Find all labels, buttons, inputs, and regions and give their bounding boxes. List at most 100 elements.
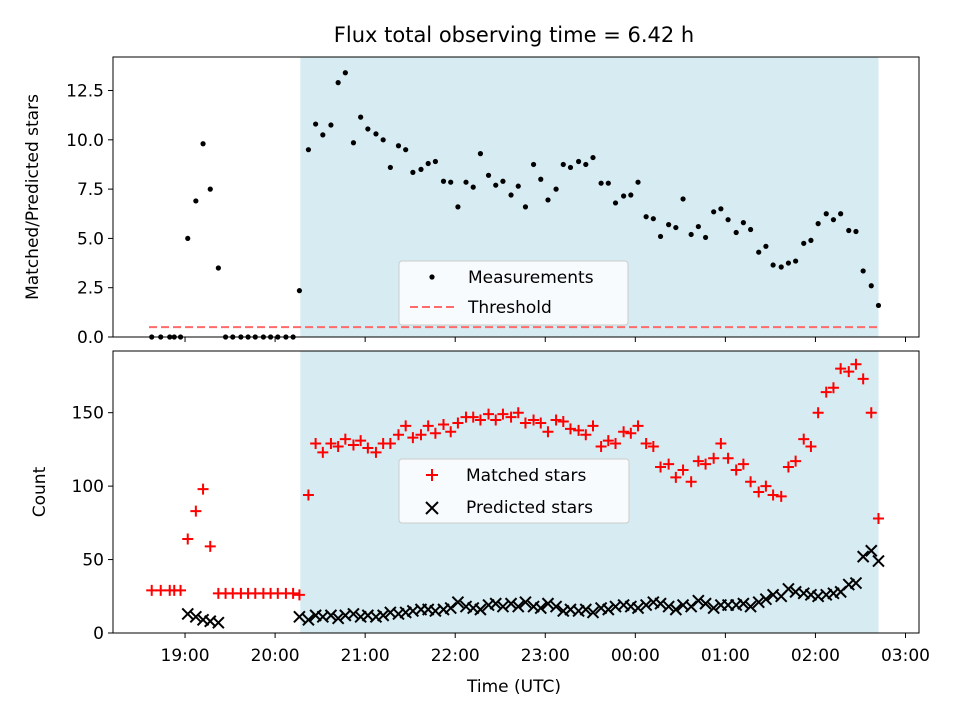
top-y-tick-label: 0.0 bbox=[77, 328, 104, 348]
measurement-point bbox=[801, 240, 807, 246]
predicted-point bbox=[872, 554, 885, 568]
matched-point bbox=[730, 464, 742, 476]
matched-point bbox=[722, 452, 734, 464]
matched-point bbox=[407, 432, 419, 444]
matched-point bbox=[190, 505, 202, 517]
measurement-points bbox=[149, 70, 882, 340]
measurement-point bbox=[666, 222, 672, 228]
matched-point bbox=[798, 433, 810, 445]
measurement-point bbox=[711, 209, 717, 215]
measurement-point bbox=[785, 260, 792, 266]
predicted-point bbox=[662, 600, 675, 613]
top-x-ticks bbox=[184, 337, 906, 342]
predicted-point bbox=[512, 600, 525, 613]
measurement-point bbox=[215, 265, 221, 271]
matched-point bbox=[805, 440, 817, 452]
predicted-point bbox=[302, 613, 315, 626]
legend-predicted-marker bbox=[425, 501, 439, 515]
matched-point bbox=[370, 446, 382, 458]
bottom-legend-box bbox=[398, 458, 630, 524]
matched-point bbox=[535, 417, 547, 429]
predicted-point bbox=[692, 594, 705, 607]
measurement-point bbox=[418, 166, 424, 172]
matched-point bbox=[685, 476, 697, 488]
predicted-point bbox=[737, 597, 750, 610]
predicted-point bbox=[212, 616, 225, 629]
measurement-point bbox=[830, 217, 837, 223]
measurement-point bbox=[358, 114, 364, 120]
predicted-point bbox=[181, 607, 194, 621]
predicted-point bbox=[669, 603, 683, 616]
matched-point bbox=[512, 407, 524, 419]
x-tick-label: 01:00 bbox=[701, 646, 750, 666]
predicted-point bbox=[849, 576, 863, 590]
predicted-point bbox=[451, 595, 465, 609]
measurement-point bbox=[853, 228, 859, 235]
matched-point bbox=[677, 464, 689, 476]
matched-point bbox=[429, 427, 441, 439]
predicted-point bbox=[707, 601, 720, 615]
legend-measurements-marker bbox=[429, 274, 435, 280]
measurement-point bbox=[440, 178, 447, 184]
measurement-point bbox=[598, 180, 604, 186]
matched-point bbox=[865, 407, 877, 419]
matched-point bbox=[339, 433, 351, 445]
measurement-point bbox=[643, 214, 649, 220]
matched-point bbox=[573, 424, 585, 436]
measurement-point bbox=[185, 235, 191, 242]
matched-point bbox=[580, 429, 592, 441]
measurement-point bbox=[403, 147, 409, 153]
x-tick-label: 19:00 bbox=[161, 646, 210, 666]
measurement-point bbox=[320, 132, 326, 138]
matched-point bbox=[302, 489, 314, 501]
matched-point bbox=[587, 420, 599, 432]
matched-point bbox=[753, 486, 765, 498]
matched-point bbox=[528, 414, 540, 426]
matched-point bbox=[767, 489, 779, 501]
predicted-point bbox=[631, 601, 645, 615]
predicted-point bbox=[759, 593, 773, 606]
matched-point bbox=[438, 418, 450, 430]
measurement-point bbox=[838, 211, 844, 217]
matched-point bbox=[355, 435, 367, 447]
matched-point bbox=[700, 458, 712, 470]
matched-point bbox=[610, 438, 622, 450]
measurement-point bbox=[296, 288, 303, 294]
predicted-point bbox=[519, 595, 532, 609]
matched-point bbox=[175, 584, 187, 596]
bottom-y-ticks: 0 50 100 150 bbox=[72, 404, 113, 644]
measurement-point bbox=[493, 182, 499, 188]
legend-measurements-label: Measurements bbox=[468, 268, 594, 288]
matched-point bbox=[647, 440, 659, 452]
predicted-point bbox=[534, 601, 547, 615]
matched-point bbox=[384, 438, 396, 450]
matched-point bbox=[640, 438, 652, 450]
measurement-point bbox=[740, 220, 746, 226]
measurement-point bbox=[605, 180, 611, 186]
measurement-point bbox=[673, 224, 679, 231]
measurement-point bbox=[530, 161, 537, 168]
matched-point bbox=[197, 483, 209, 495]
measurement-point bbox=[193, 198, 199, 204]
matched-point bbox=[820, 386, 832, 398]
predicted-point bbox=[699, 597, 712, 610]
x-tick-label: 02:00 bbox=[791, 646, 840, 666]
measurement-point bbox=[305, 147, 312, 153]
measurement-point bbox=[747, 226, 754, 233]
matched-point bbox=[790, 455, 802, 467]
predicted-points bbox=[181, 544, 885, 629]
top-y-tick-label: 10.0 bbox=[66, 131, 104, 151]
measurement-point bbox=[590, 154, 596, 161]
predicted-point bbox=[782, 582, 795, 596]
measurement-point bbox=[770, 262, 776, 268]
matched-point bbox=[655, 461, 667, 473]
predicted-point bbox=[752, 595, 765, 609]
matched-point bbox=[332, 440, 344, 452]
matched-point bbox=[467, 411, 479, 423]
measurement-point bbox=[875, 302, 882, 309]
measurement-point bbox=[410, 169, 416, 175]
predicted-point bbox=[541, 597, 555, 610]
matched-point bbox=[310, 438, 322, 450]
measurement-point bbox=[778, 264, 784, 270]
matched-point bbox=[474, 414, 486, 426]
